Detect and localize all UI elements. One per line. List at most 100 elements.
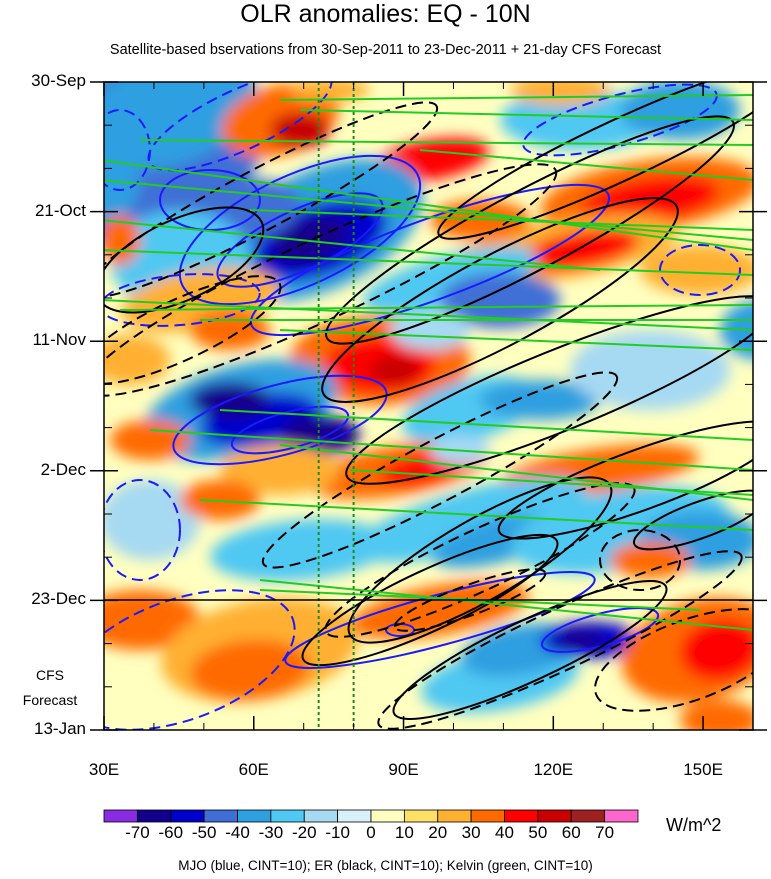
er-contour	[104, 206, 265, 314]
olr-anomaly-patch	[680, 700, 753, 730]
y-tick-label: 21-Oct	[34, 200, 86, 220]
mjo-contour	[178, 154, 422, 306]
colorbar-tick-label: 30	[461, 823, 481, 842]
plot-frame	[103, 81, 754, 731]
er-contour	[393, 568, 547, 632]
colorbar-tick-label: 20	[428, 823, 448, 842]
olr-anomaly-patch	[290, 82, 370, 102]
y-tick-label: 23-Dec	[31, 589, 86, 609]
olr-anomaly-patch	[370, 355, 420, 385]
y-tick-label: 30-Sep	[31, 71, 86, 90]
olr-anomaly-patch	[555, 630, 605, 650]
kelvin-contours	[104, 94, 753, 631]
olr-anomaly-patch	[104, 215, 140, 265]
er-contour	[437, 82, 753, 240]
er-contour	[261, 371, 619, 569]
colorbar-tick-label: 60	[561, 823, 581, 842]
olr-anomaly-patch	[640, 245, 753, 295]
y-tick-label: 2-Dec	[40, 459, 86, 479]
kelvin-contour	[199, 499, 753, 531]
colorbar-swatch	[537, 809, 572, 823]
olr-anomaly-patch	[180, 480, 260, 520]
colorbar-swatch	[470, 809, 505, 823]
forecast-label-line2: Forecast	[22, 692, 78, 708]
er-contour	[599, 529, 681, 591]
olr-anomaly-patch	[220, 445, 340, 495]
olr-anomaly-patch	[480, 380, 600, 420]
colorbar-units: W/m^2	[666, 815, 722, 835]
colorbar-swatch	[604, 809, 639, 823]
er-contour	[392, 580, 668, 720]
reference-lines	[317, 82, 355, 730]
colorbar-swatch	[337, 809, 372, 823]
olr-anomaly-patch	[570, 330, 730, 410]
er-contour	[104, 101, 439, 299]
er-contour	[104, 163, 558, 397]
olr-anomaly-patch	[380, 454, 460, 486]
kelvin-contour	[119, 304, 753, 311]
chart-title: OLR anomalies: EQ - 10N	[240, 0, 531, 28]
colorbar-swatch	[403, 809, 439, 823]
kelvin-contour	[249, 209, 753, 231]
colorbar-tick-label: -60	[158, 823, 184, 842]
kelvin-contour	[139, 139, 753, 146]
colorbar-tick-label: -10	[325, 823, 350, 842]
colorbar-swatch	[570, 809, 606, 823]
mjo-contour	[172, 374, 388, 466]
colorbar-swatch	[437, 809, 472, 823]
er-contour	[497, 420, 753, 540]
colorbar-swatch	[237, 809, 272, 823]
olr-anomaly-patch	[510, 82, 610, 105]
kelvin-contour	[104, 219, 601, 271]
olr-anomaly-patch	[580, 176, 720, 224]
colorbar-tick-label: -70	[125, 823, 150, 842]
mjo-contour	[104, 479, 181, 581]
er-contour	[347, 476, 613, 644]
colorbar-swatch	[170, 809, 205, 823]
colorbar-swatch	[504, 809, 539, 823]
colorbar-swatch	[203, 809, 238, 823]
colorbar	[103, 809, 639, 823]
colorbar-swatch	[136, 809, 172, 823]
kelvin-contour	[219, 409, 753, 441]
olr-anomaly-patch	[104, 140, 140, 220]
mjo-contour	[659, 244, 741, 296]
kelvin-contour	[149, 429, 753, 471]
kelvin-contour	[104, 249, 753, 276]
x-tick-label: 90E	[388, 760, 419, 779]
forecast-label-line1: CFS	[36, 667, 64, 683]
kelvin-contour	[299, 109, 753, 121]
kelvin-contour	[259, 579, 753, 631]
mjo-contour	[104, 273, 261, 327]
kelvin-contour	[349, 469, 753, 496]
colorbar-swatch	[270, 809, 305, 823]
contour-legend: MJO (blue, CINT=10); ER (black, CINT=10)…	[178, 858, 593, 873]
axis-ticks	[90, 81, 767, 731]
er-contour	[345, 295, 753, 485]
plot-area	[104, 82, 753, 730]
olr-anomaly-patch	[110, 420, 190, 460]
mjo-contour	[104, 589, 296, 730]
y-tick-label: 13-Jan	[34, 719, 86, 738]
olr-anomaly-patch	[680, 619, 753, 681]
kelvin-contour	[419, 149, 753, 181]
olr-anomaly-patch	[210, 519, 390, 581]
mjo-contour	[104, 109, 151, 191]
olr-anomaly-patch	[610, 542, 690, 578]
olr-anomaly-patch	[104, 335, 170, 385]
olr-anomaly-patch	[104, 480, 200, 560]
colorbar-tick-label: -20	[291, 823, 317, 842]
x-tick-label: 60E	[238, 760, 269, 779]
chart-subtitle: Satellite-based bservations from 30-Sep-…	[109, 42, 662, 58]
mjo-contour	[216, 192, 384, 288]
x-tick-label: 30E	[88, 760, 120, 779]
colorbar-tick-label: -40	[225, 823, 250, 842]
x-tick-label: 150E	[683, 760, 723, 779]
olr-anomaly-patch	[520, 229, 640, 271]
colorbar-tick-label: 70	[595, 823, 615, 842]
colorbar-swatch	[303, 809, 339, 823]
mjo-contour	[284, 571, 596, 669]
colorbar-tick-label: 10	[394, 823, 414, 842]
olr-anomaly-patch	[190, 639, 310, 701]
